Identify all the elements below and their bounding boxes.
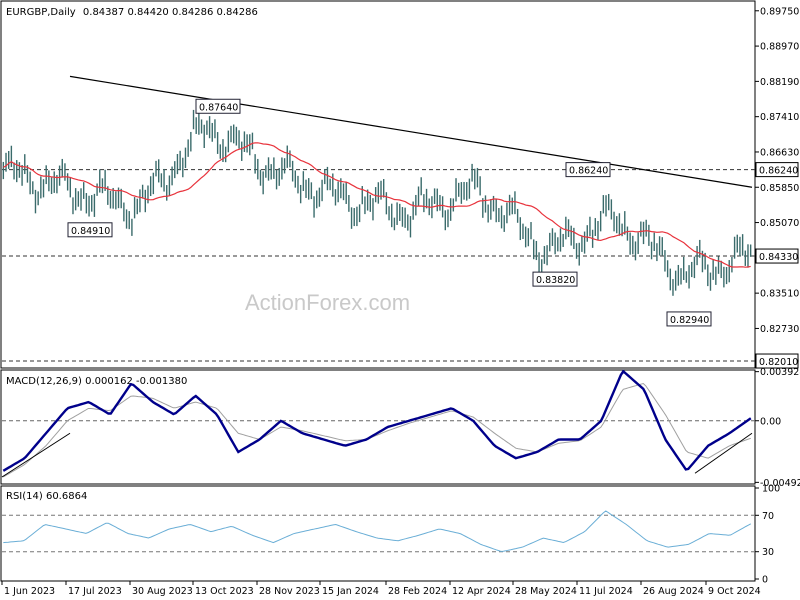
date-tick-label: 11 Jul 2024 [579, 586, 633, 597]
date-tick-label: 28 May 2024 [515, 586, 577, 597]
main-panel-border [0, 0, 756, 369]
annotation-label: 0.86240 [569, 166, 608, 177]
rsi-title: RSI(14) 60.6864 [6, 491, 87, 502]
chart-title: EURGBP,Daily 0.84387 0.84420 0.84286 0.8… [6, 7, 258, 18]
descending-trendline [69, 75, 753, 188]
rsi-tick-label: 100 [762, 484, 780, 495]
date-tick-label: 17 Jul 2023 [68, 586, 122, 597]
annotation-label: 0.82940 [670, 315, 709, 326]
level-label: 0.84330 [759, 252, 798, 263]
date-tick-label: 30 Aug 2023 [132, 586, 193, 597]
annotation-box [565, 162, 611, 178]
level-label-box [755, 353, 799, 369]
price-tick-label: 0.89750 [760, 6, 799, 17]
price-tick-label: 0.86630 [760, 147, 799, 158]
level-label: 0.86240 [759, 166, 798, 177]
macd-tick-label: -0.004929 [760, 478, 800, 489]
annotation-box [195, 98, 241, 114]
level-label: 0.82010 [759, 357, 798, 368]
date-tick-label: 9 Oct 2024 [708, 586, 761, 597]
candles [2, 109, 752, 296]
price-tick-label: 0.85850 [760, 183, 799, 194]
annotation-label: 0.84910 [71, 226, 110, 237]
macd-signal-line [3, 382, 751, 478]
date-tick-label: 15 Jan 2024 [322, 586, 379, 597]
chart-ohlc: 0.84387 0.84420 0.84286 0.84286 [83, 7, 258, 18]
level-label-box [755, 162, 799, 178]
rsi-line [2, 510, 755, 553]
date-tick-label: 26 Aug 2024 [643, 586, 704, 597]
price-axis: 0.89750 0.88970 0.88190 0.87410 0.86630 0.858… [755, 6, 799, 369]
date-tick-label: 28 Feb 2024 [388, 586, 447, 597]
moving-average [3, 142, 751, 268]
macd-axis: 0.003928 0.00 -0.004929 [755, 367, 800, 489]
price-tick-label: 0.83510 [760, 289, 799, 300]
annotation-label: 0.83820 [536, 275, 575, 286]
watermark: ActionForex.com [245, 290, 410, 315]
price-tick-label: 0.87410 [760, 112, 799, 123]
rsi-tick-label: 0 [762, 575, 768, 586]
price-tick-label: 0.88190 [760, 77, 799, 88]
rsi-axis: 100 70 30 0 [755, 484, 780, 586]
date-tick-label: 28 Nov 2023 [259, 586, 320, 597]
trendlines [69, 75, 753, 188]
price-tick-label: 0.88970 [760, 42, 799, 53]
annotation-label: 0.87640 [199, 102, 238, 113]
rsi-panel-border [0, 485, 756, 582]
macd-tick-label: 0.00 [760, 416, 781, 427]
date-axis: 1 Jun 2023 17 Jul 2023 30 Aug 2023 13 Oct 2… [1, 581, 761, 597]
price-tick-label: 0.85070 [760, 218, 799, 229]
annotation-box [67, 222, 113, 238]
macd-panel-border [0, 369, 756, 485]
moving-average-line [3, 142, 751, 268]
rsi-tick-label: 30 [762, 547, 774, 558]
price-annotations: 0.87640 0.84910 0.86240 0.83820 0.82940 [67, 98, 712, 327]
date-tick-label: 1 Jun 2023 [4, 586, 55, 597]
annotation-box [666, 311, 712, 327]
chart-symbol: EURGBP,Daily [6, 7, 76, 18]
macd-trendline-right [694, 432, 753, 474]
date-tick-label: 13 Oct 2023 [195, 586, 254, 597]
macd-lines [1, 369, 755, 478]
macd-tick-label: 0.003928 [760, 367, 800, 378]
price-tick-label: 0.82730 [760, 324, 799, 335]
annotation-box [532, 271, 578, 287]
date-tick-label: 12 Apr 2024 [452, 586, 511, 597]
level-label-box [755, 248, 799, 264]
macd-title: MACD(12,26,9) 0.000162 -0.001380 [6, 376, 187, 387]
rsi-line [3, 510, 752, 552]
rsi-tick-label: 70 [762, 511, 774, 522]
macd-trendline-left [1, 432, 71, 478]
macd-main-line [2, 369, 752, 472]
